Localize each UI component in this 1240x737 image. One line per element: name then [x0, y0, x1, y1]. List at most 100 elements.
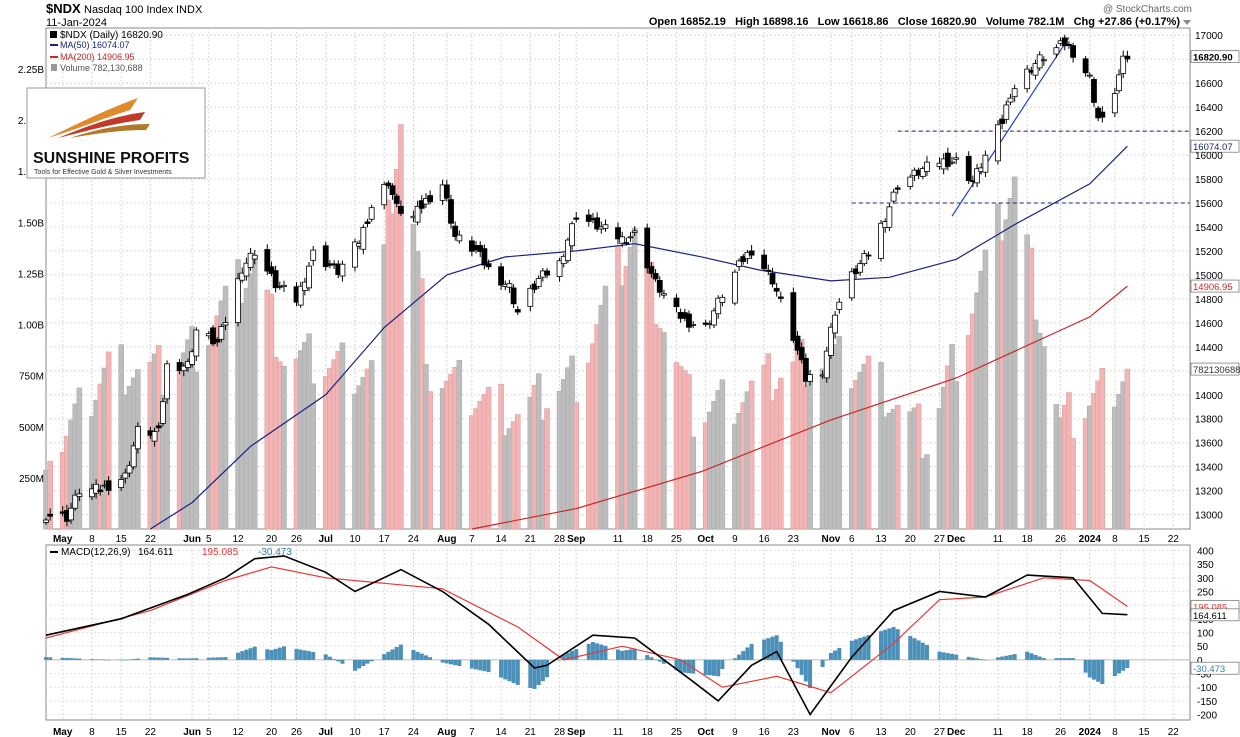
macd-histogram-bar — [311, 651, 316, 660]
candle-body — [235, 278, 241, 324]
macd-x-tick-label: 14 — [496, 727, 508, 737]
x-tick-label: Dec — [947, 534, 966, 545]
candle-body — [965, 155, 972, 182]
candle-body — [1099, 111, 1106, 118]
macd-histogram-bar — [603, 645, 608, 660]
macd-tick-label: 300 — [1197, 574, 1214, 585]
volume-bar — [748, 380, 755, 530]
candle-body — [1024, 68, 1031, 90]
trendline — [951, 37, 1070, 217]
candle-body — [130, 445, 137, 468]
volume-tick-label: 500M — [19, 423, 44, 434]
candle-body — [924, 161, 930, 172]
macd-histogram-bar — [152, 657, 157, 660]
volume-bar — [47, 460, 53, 530]
macd-legend-signal: 195.085 — [202, 547, 239, 558]
macd-histogram-bar — [244, 649, 249, 660]
macd-histogram-bar — [966, 656, 971, 660]
candle-body — [794, 335, 801, 351]
macd-histogram-bar — [1000, 656, 1005, 660]
volume-bar — [778, 377, 784, 530]
macd-histogram-bar — [536, 659, 541, 686]
macd-x-tick-label: 12 — [232, 727, 244, 737]
candle-body — [443, 184, 450, 199]
hist-tag-box — [1190, 661, 1240, 675]
candle-body — [807, 374, 813, 382]
macd-histogram-bar — [1091, 659, 1096, 680]
macd-legend-macd: 164.611 — [138, 547, 174, 558]
candle-body — [251, 254, 258, 260]
candle-body — [452, 225, 459, 237]
macd-x-tick-label: 15 — [116, 727, 128, 737]
macd-histogram-bar — [824, 659, 829, 661]
macd-line — [45, 555, 1128, 717]
macd-histogram-bar — [828, 653, 833, 660]
macd-histogram-bar — [123, 659, 128, 661]
macd-histogram-bar — [106, 659, 111, 661]
candle-body — [944, 152, 951, 167]
macd-histogram-bar — [357, 659, 362, 669]
x-tick-label: 8 — [1112, 534, 1118, 545]
macd-histogram-bar — [269, 650, 274, 660]
macd-x-tick-label: 7 — [469, 727, 475, 737]
candle-body — [564, 239, 571, 262]
x-tick-label: 15 — [116, 534, 128, 545]
candle-body — [456, 234, 463, 242]
macd-histogram-bar — [557, 659, 562, 661]
macd-x-tick-label: 20 — [905, 727, 917, 737]
macd-histogram-bar — [478, 659, 483, 671]
candle-body — [544, 270, 550, 276]
macd-histogram-bar — [252, 646, 257, 660]
macd-histogram-bar — [975, 658, 980, 660]
volume-bar — [222, 285, 229, 530]
macd-histogram-bar — [352, 659, 357, 671]
signal-line — [45, 566, 1128, 694]
macd-x-tick-label: 20 — [266, 727, 278, 737]
macd-histogram-bar — [135, 658, 140, 660]
candle-body — [389, 185, 396, 196]
candle-body — [535, 278, 542, 287]
volume-bar — [1011, 176, 1018, 530]
hist-tag: -30.473 — [1193, 664, 1225, 675]
macd-histogram-bar — [586, 643, 591, 660]
candle-body — [569, 223, 575, 247]
macd-histogram-bar — [77, 658, 82, 660]
candle-body — [644, 227, 651, 269]
macd-histogram-bar — [645, 655, 650, 660]
macd-histogram-bar — [185, 658, 190, 660]
macd-histogram-bar — [1100, 659, 1105, 684]
volume-bar — [281, 365, 287, 530]
chevron-down-icon[interactable] — [1183, 20, 1191, 25]
x-tick-label: 16 — [759, 534, 771, 545]
candle-body — [865, 254, 872, 257]
macd-histogram-bar — [273, 648, 278, 660]
macd-histogram-bar — [682, 659, 687, 673]
candle-body — [790, 292, 797, 341]
candle-body — [631, 230, 638, 233]
macd-histogram-bar — [1083, 659, 1088, 673]
x-tick-label: Jul — [319, 534, 334, 545]
macd-histogram-bar — [570, 650, 575, 660]
macd-histogram-bar — [849, 640, 854, 660]
candle-body — [264, 249, 271, 272]
macd-histogram-bar — [803, 659, 808, 682]
macd-x-tick-label: Aug — [437, 727, 456, 737]
candle-body — [777, 296, 784, 299]
volume-bar — [719, 379, 726, 530]
sunshine-profits-logo: SUNSHINE PROFITS Tools for Effective Gol… — [26, 87, 206, 179]
macd-tick-label: -50 — [1197, 670, 1212, 681]
candle-body — [602, 224, 609, 229]
candle-body — [281, 284, 287, 287]
candle-body — [732, 271, 738, 304]
macd-histogram-bar — [624, 650, 629, 660]
x-tick-label: 5 — [206, 534, 212, 545]
macd-x-tick-label: Sep — [567, 727, 585, 737]
x-tick-label: 26 — [291, 534, 303, 545]
macd-histogram-bar — [298, 649, 303, 660]
price-tick-label: 16400 — [1195, 103, 1223, 114]
x-tick-label: Oct — [697, 534, 714, 545]
candle-body — [648, 266, 655, 274]
candle-body — [364, 221, 371, 224]
candle-body — [573, 217, 580, 220]
x-tick-label: 15 — [1139, 534, 1151, 545]
